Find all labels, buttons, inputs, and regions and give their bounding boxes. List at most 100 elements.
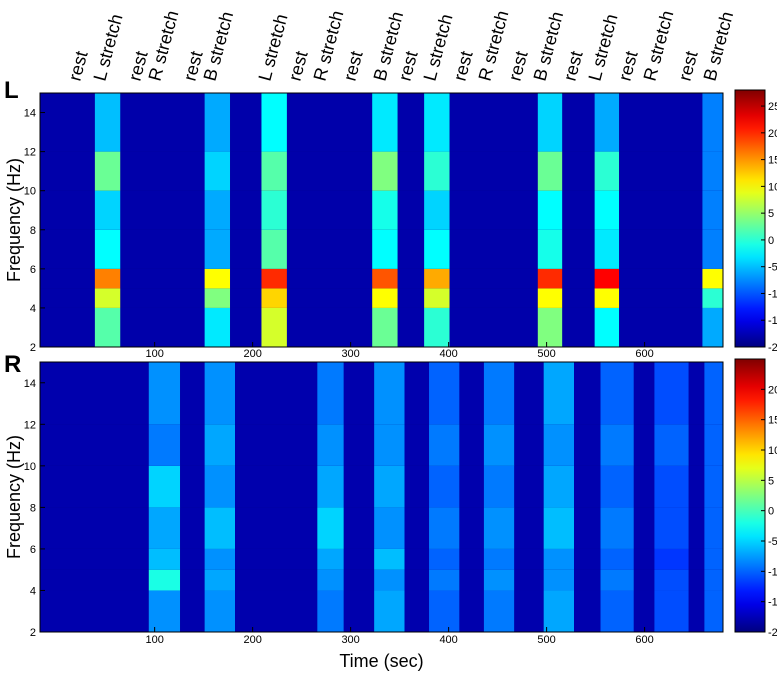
heatmap-cell	[372, 190, 398, 230]
heatmap-cell	[404, 424, 430, 466]
heatmap-cell	[343, 590, 375, 632]
heatmap-cell	[704, 590, 723, 632]
heatmap-cell	[429, 362, 460, 425]
heatmap-cell	[574, 465, 601, 508]
x-tick-label: 500	[537, 348, 555, 360]
colorbar-tick-label: -20	[768, 342, 777, 354]
heatmap-cell	[514, 424, 544, 466]
x-tick-label: 600	[635, 634, 653, 646]
heatmap-cell	[543, 362, 575, 425]
heatmap-cell	[483, 590, 515, 632]
heatmap-cell	[537, 93, 563, 152]
y-tick-label: 6	[30, 544, 36, 556]
heatmap-cell	[600, 465, 634, 508]
heatmap-cell	[574, 569, 601, 591]
heatmap-cell	[543, 590, 575, 632]
heatmap-cell	[704, 424, 723, 466]
heatmap-cell	[537, 268, 563, 289]
colorbar-tick-label: 10	[768, 445, 777, 457]
colorbar-tick-label: 0	[768, 506, 774, 518]
heatmap-cell	[688, 548, 705, 570]
x-tick-label: 300	[341, 634, 359, 646]
heatmap-cell	[40, 465, 149, 508]
heatmap-cell	[429, 465, 460, 508]
heatmap-cell	[594, 268, 620, 289]
heatmap-cell	[404, 548, 430, 570]
heatmap-cell	[688, 362, 705, 425]
heatmap-cell	[204, 307, 231, 347]
heatmap-cell	[372, 288, 398, 308]
y-tick-label: 10	[24, 186, 36, 198]
heatmap-cell	[702, 307, 723, 347]
condition-label: rest	[65, 49, 92, 83]
heatmap-cell	[180, 507, 205, 549]
heatmap-cell	[702, 190, 723, 230]
heatmap-cell	[372, 151, 398, 191]
heatmap-cell	[429, 569, 460, 591]
heatmap-cell	[600, 590, 634, 632]
heatmap-cell	[514, 362, 544, 425]
heatmap-cell	[317, 569, 344, 591]
colorbar-tick-label: -20	[768, 627, 777, 639]
heatmap-cell	[204, 465, 236, 508]
heatmap-cell	[574, 507, 601, 549]
condition-label: rest	[285, 49, 312, 83]
heatmap-cell	[704, 507, 723, 549]
panel-label: L	[4, 77, 19, 104]
heatmap-cell	[404, 569, 430, 591]
condition-label: B stretch	[200, 9, 238, 83]
heatmap-cell	[374, 548, 405, 570]
heatmap-cell	[40, 507, 149, 549]
y-tick-label: 10	[24, 461, 36, 473]
heatmap-cell	[633, 424, 655, 466]
condition-label: rest	[675, 49, 702, 83]
heatmap-cell	[514, 569, 544, 591]
heatmap-cell	[459, 362, 484, 425]
heatmap-cell	[374, 424, 405, 466]
plot-frame	[39, 92, 724, 348]
heatmap-cell	[429, 424, 460, 466]
heatmap-cell	[317, 548, 344, 570]
colorbar-tick-label: -5	[768, 536, 777, 548]
condition-label: rest	[340, 49, 367, 83]
x-tick-label: 100	[145, 348, 163, 360]
heatmap-cell	[40, 151, 95, 191]
x-tick-label: 500	[537, 634, 555, 646]
heatmap-cell	[404, 362, 430, 425]
heatmap-cell	[372, 93, 398, 152]
heatmap-cell	[235, 465, 318, 508]
heatmap-cell	[483, 507, 515, 549]
heatmap-cell	[429, 548, 460, 570]
y-tick-label: 12	[24, 147, 36, 159]
heatmap-cell	[562, 268, 595, 289]
heatmap-cell	[459, 548, 484, 570]
heatmap-cell	[286, 307, 373, 347]
colorbar-tick-label: 5	[768, 208, 774, 220]
heatmap-cell	[543, 507, 575, 549]
heatmap-cell	[704, 465, 723, 508]
heatmap-cell	[235, 362, 318, 425]
heatmap-cell	[537, 151, 563, 191]
heatmap-cell	[343, 548, 375, 570]
heatmap-cell	[619, 288, 703, 308]
heatmap-cell	[204, 190, 231, 230]
heatmap-cell	[261, 268, 287, 289]
heatmap-cell	[343, 465, 375, 508]
heatmap-cell	[343, 362, 375, 425]
heatmap-cell	[374, 362, 405, 425]
heatmap-cell	[343, 569, 375, 591]
heatmap-cell	[574, 362, 601, 425]
heatmap-cell	[537, 288, 563, 308]
colorbar-tick-label: 0	[768, 235, 774, 247]
heatmap-cell	[424, 307, 450, 347]
heatmap-cell	[94, 151, 121, 191]
heatmap-cell	[424, 268, 450, 289]
x-tick-label: 400	[439, 634, 457, 646]
heatmap-cell	[286, 190, 373, 230]
heatmap-cell	[483, 424, 515, 466]
heatmap-cell	[286, 229, 373, 269]
x-tick-label: 200	[243, 634, 261, 646]
heatmap-cell	[40, 229, 95, 269]
heatmap-cell	[514, 590, 544, 632]
heatmap-cell	[148, 590, 181, 632]
